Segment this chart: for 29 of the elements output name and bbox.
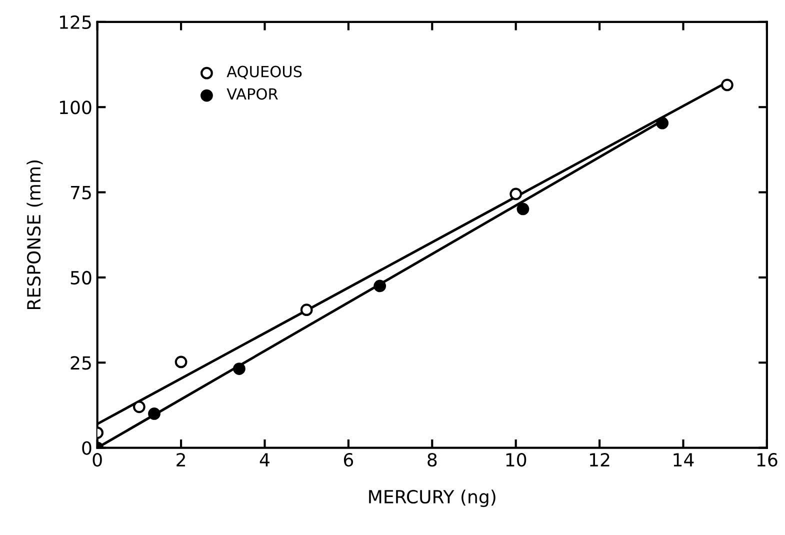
y-tick-label: 75: [70, 186, 91, 200]
x-tick-label: 8: [428, 452, 437, 467]
x-tick-label: 2: [176, 452, 185, 466]
y-tick-label: 125: [60, 15, 91, 30]
point: [374, 280, 386, 292]
x-tick-label: 12: [590, 452, 610, 466]
point: [300, 304, 313, 316]
point: [174, 356, 188, 368]
point: [656, 116, 669, 130]
y-tick-label: 50: [70, 270, 92, 285]
x-tick-label: 4: [260, 453, 270, 466]
y-tick-label: 100: [60, 100, 92, 114]
x-tick-label: 0: [92, 452, 102, 467]
point: [233, 362, 246, 375]
legend-label: VAPOR: [226, 88, 278, 100]
point: [148, 408, 160, 420]
x-axis-title: MERCURY (ng): [369, 490, 496, 508]
y-tick-label: 0: [82, 441, 92, 455]
x-tick-label: 6: [344, 452, 354, 467]
y-axis-title: RESPONSE (mm): [26, 160, 43, 310]
x-tick-label: 16: [757, 452, 778, 467]
y-tick-label: 25: [70, 356, 91, 370]
legend-label: AQUEOUS: [226, 66, 302, 80]
x-tick-label: 10: [506, 452, 526, 467]
point: [510, 188, 522, 200]
point: [720, 78, 734, 92]
point: [132, 400, 146, 414]
x-tick-label: 14: [674, 453, 694, 466]
point: [516, 202, 530, 216]
